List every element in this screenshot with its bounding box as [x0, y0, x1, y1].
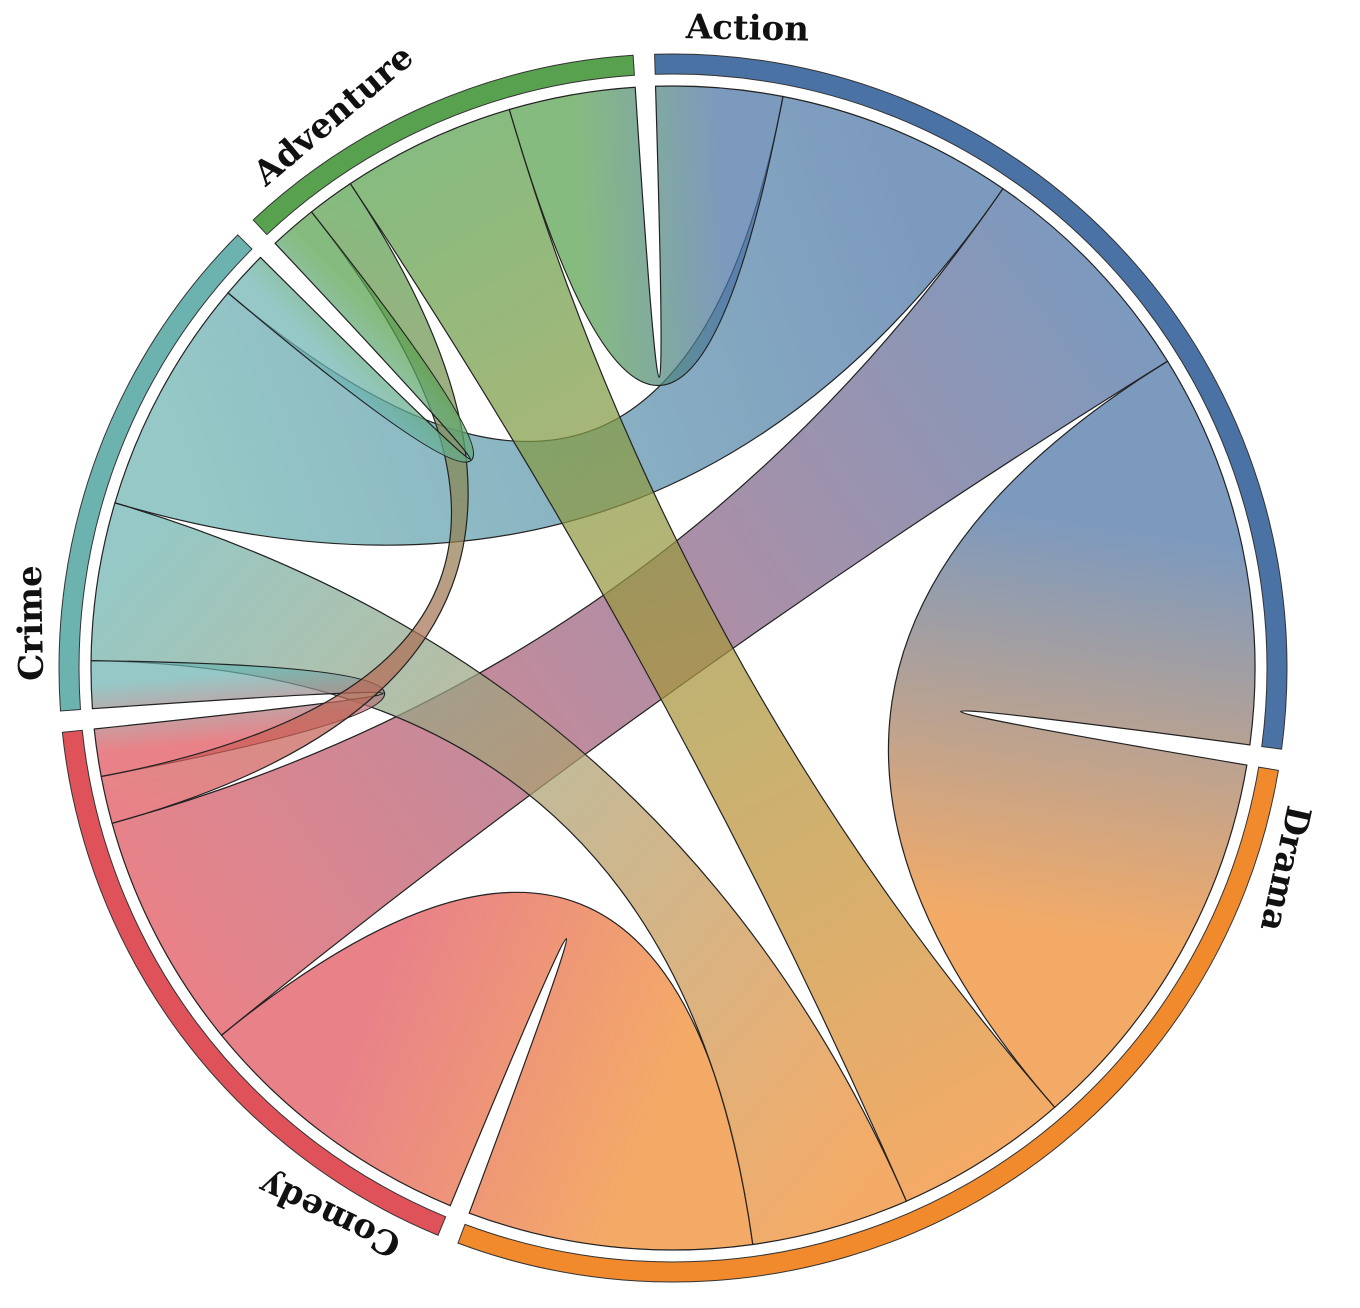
group-arc-drama[interactable]: [457, 766, 1279, 1283]
group-arc-crime[interactable]: [58, 234, 253, 712]
group-arc-comedy[interactable]: [61, 729, 447, 1236]
chord-comedy-crime[interactable]: [90, 660, 385, 778]
chord-action-drama[interactable]: [887, 360, 1256, 1109]
group-label-action: Action: [684, 7, 809, 49]
group-arc-adventure[interactable]: [252, 54, 635, 236]
group-arcs: [58, 53, 1288, 1283]
group-label-crime: Crime: [10, 565, 52, 681]
group-arc-action[interactable]: [654, 53, 1288, 750]
chord-crime-adventure[interactable]: [227, 211, 475, 463]
group-label-comedy: Comedy: [252, 1164, 407, 1265]
chord-drama-comedy[interactable]: [220, 891, 754, 1251]
chord-ribbons: [90, 85, 1256, 1251]
